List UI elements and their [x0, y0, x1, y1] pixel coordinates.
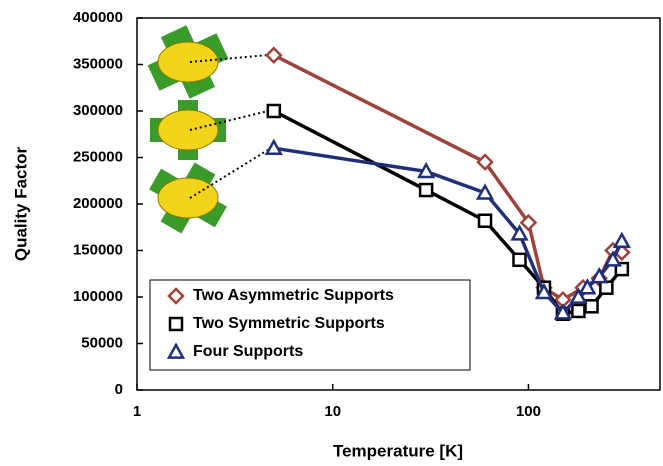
resonator-icon	[150, 100, 226, 160]
x-tick-label: 10	[324, 403, 341, 420]
x-tick-label: 100	[516, 403, 541, 420]
marker	[264, 138, 283, 156]
marker	[584, 299, 599, 314]
marker	[534, 282, 554, 300]
marker	[569, 287, 588, 304]
marker	[476, 153, 494, 171]
insets	[147, 25, 269, 234]
legend-box	[149, 279, 471, 371]
marker	[603, 250, 623, 267]
marker	[578, 278, 597, 295]
marker	[553, 303, 573, 320]
y-tick-label: 350000	[73, 55, 123, 72]
marker	[418, 182, 434, 198]
y-tick-label: 300000	[73, 102, 123, 119]
marker	[512, 252, 527, 268]
y-tick-label: 150000	[73, 241, 123, 258]
legend-label: Two Symmetric Supports	[193, 315, 385, 332]
x-axis-title: Temperature [K]	[333, 441, 463, 460]
legend: Two Asymmetric Supports Two Symmetric Sup…	[149, 279, 471, 371]
y-axis-title: Quality Factor	[11, 146, 30, 261]
marker	[571, 303, 586, 319]
marker	[475, 183, 495, 200]
resonator-icon	[147, 25, 229, 99]
x-tick-label: 1	[133, 403, 141, 420]
legend-label: Two Asymmetric Supports	[193, 287, 394, 304]
marker	[612, 231, 631, 249]
pointer	[189, 110, 269, 131]
marker	[265, 46, 283, 64]
pointer	[189, 149, 269, 199]
y-tick-label: 50000	[81, 334, 123, 351]
y-tick-label: 400000	[73, 9, 123, 26]
pointer	[189, 54, 269, 63]
y-tick-label: 200000	[73, 195, 123, 212]
marker	[519, 213, 538, 232]
marker	[167, 287, 185, 305]
resonator-icon	[149, 162, 227, 234]
marker	[266, 103, 282, 119]
marker	[168, 316, 184, 332]
y-tick-label: 100000	[73, 288, 123, 305]
legend-label: Four Supports	[193, 343, 303, 360]
marker	[477, 213, 493, 228]
y-tick-label: 0	[115, 381, 123, 398]
marker	[416, 161, 436, 179]
marker	[510, 224, 529, 241]
marker	[590, 266, 609, 284]
y-tick-label: 250000	[73, 148, 123, 165]
marker	[166, 342, 186, 359]
marker	[599, 280, 614, 295]
